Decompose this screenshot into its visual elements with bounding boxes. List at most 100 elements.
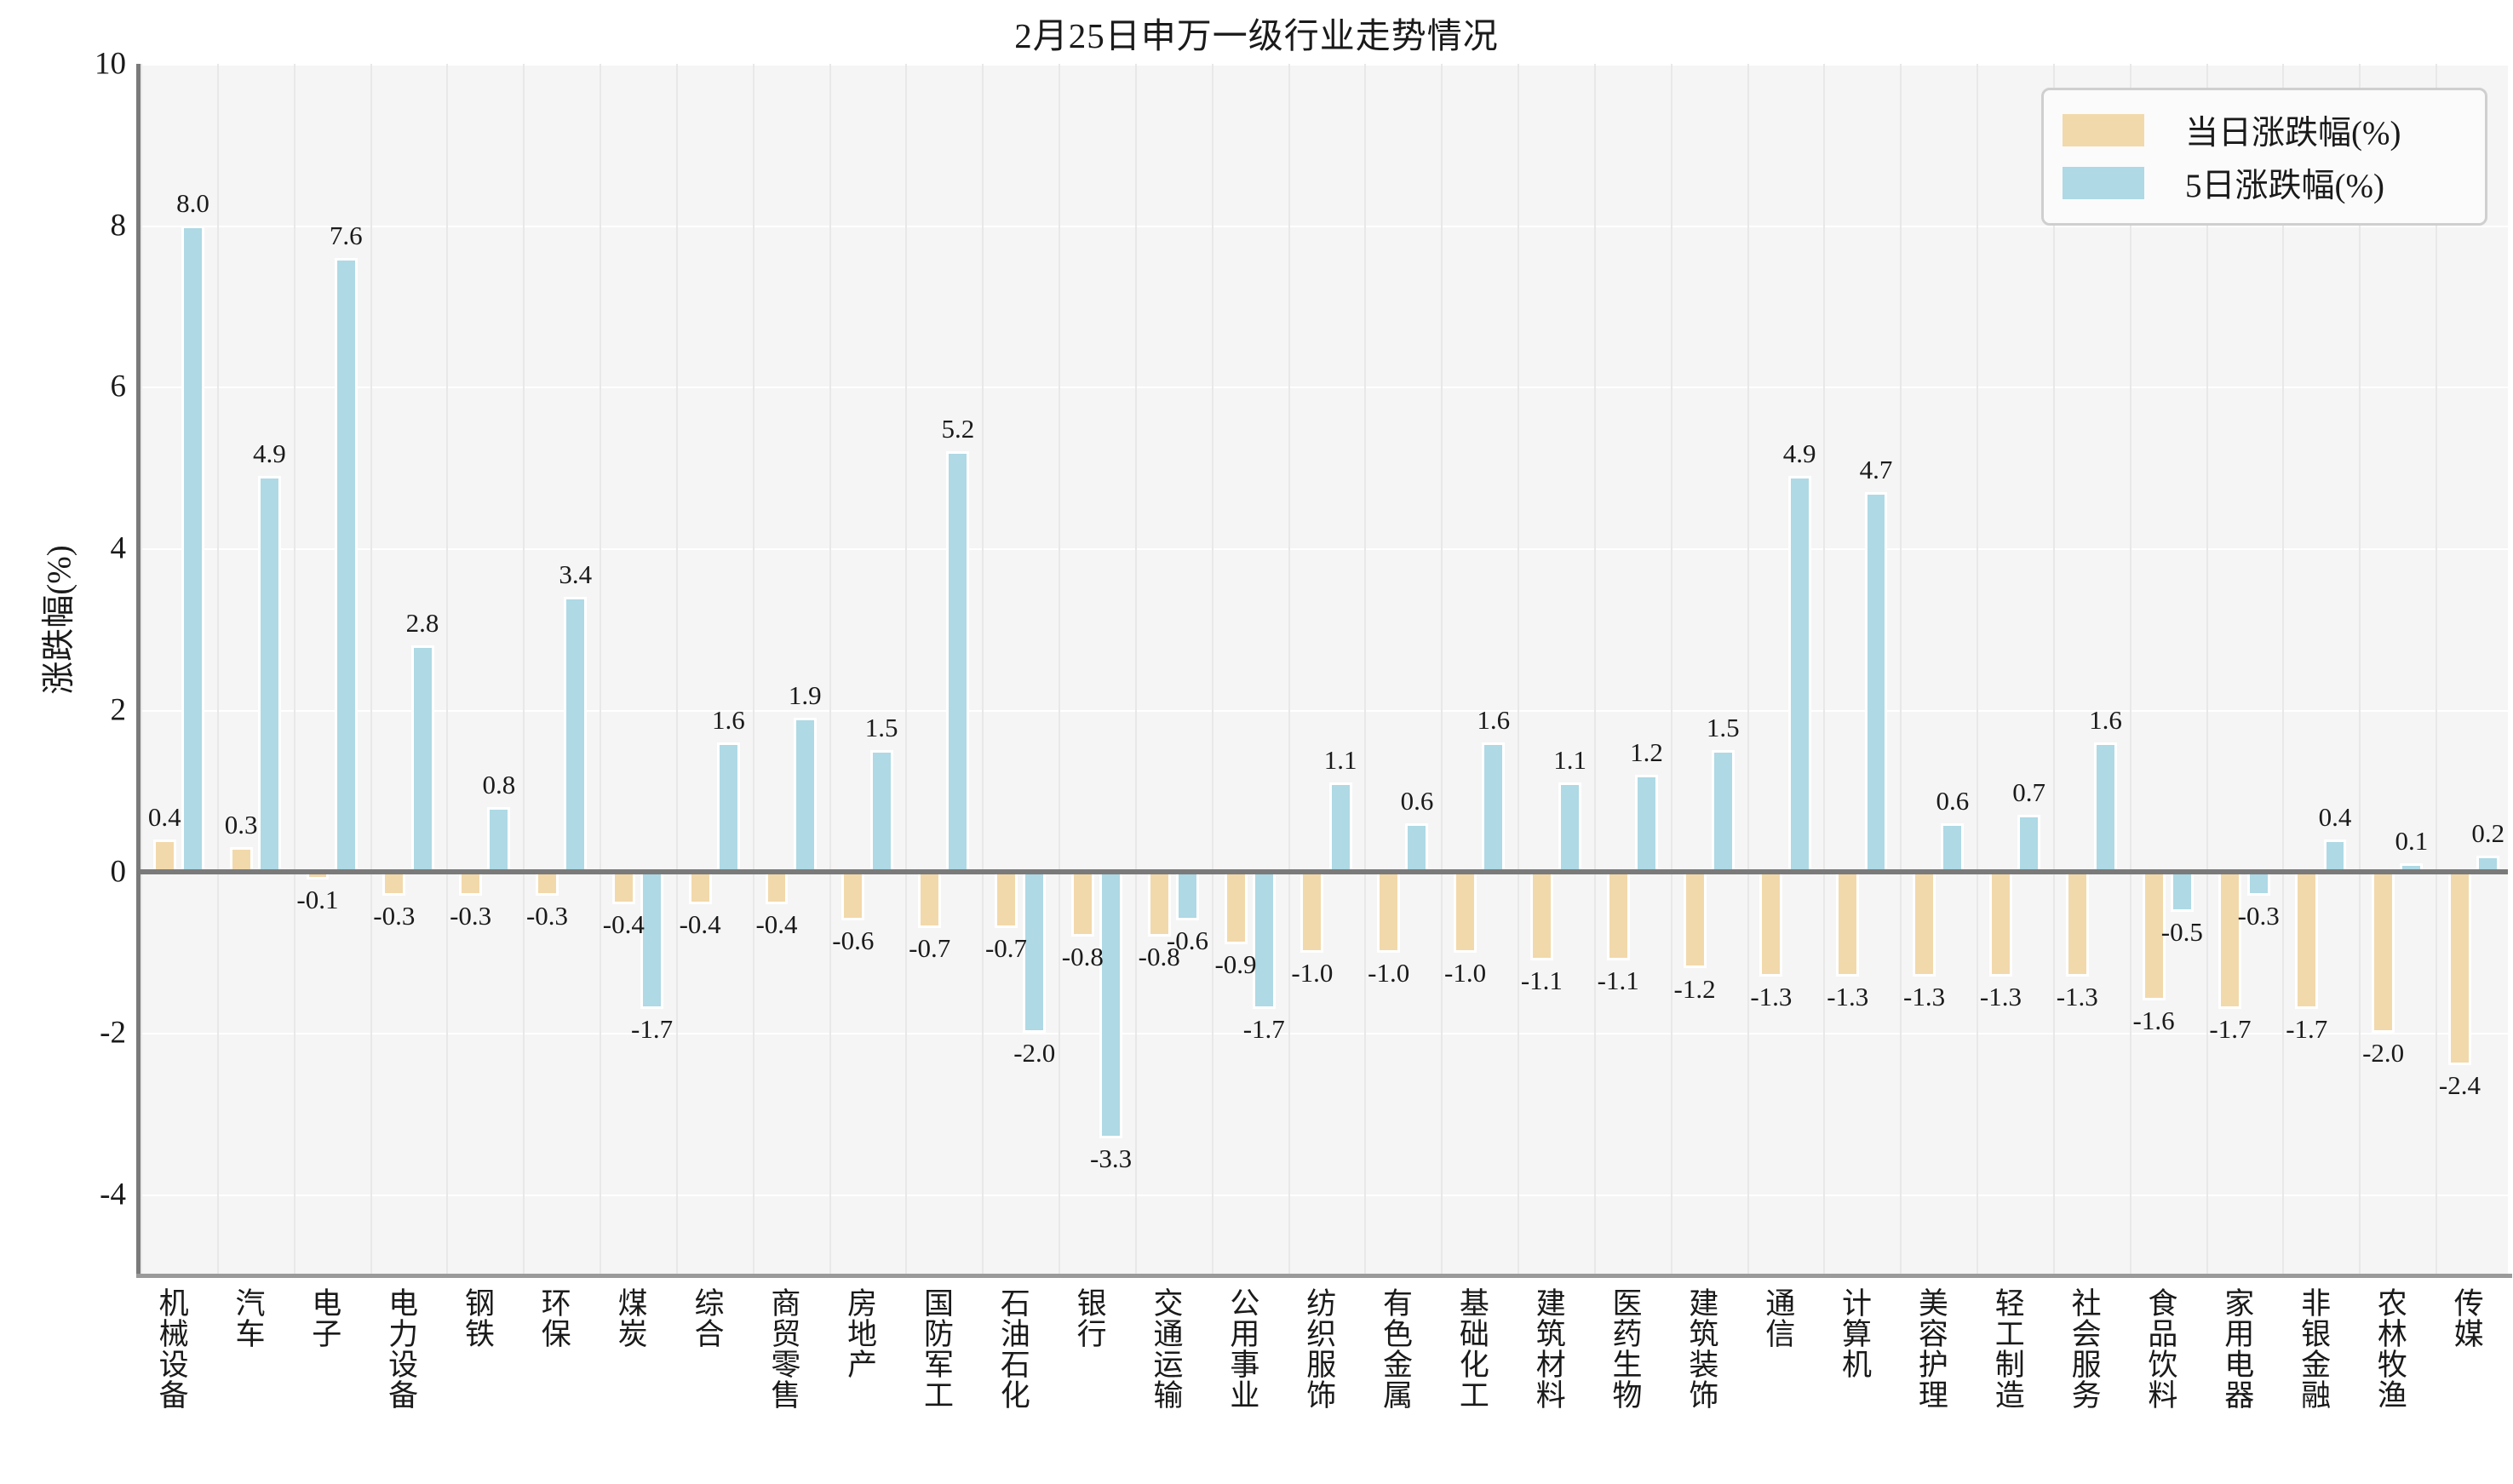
bar-five-day[interactable] — [793, 718, 817, 872]
gridline-h — [141, 225, 2508, 227]
gridline-v — [752, 64, 754, 1275]
bar-daily[interactable] — [1529, 871, 1553, 960]
bar-five-day[interactable] — [1711, 750, 1735, 872]
bar-five-day[interactable] — [1558, 782, 1582, 872]
gridline-h — [141, 1195, 2508, 1197]
bar-five-day[interactable] — [869, 750, 893, 872]
gridline-v — [216, 64, 219, 1275]
gridline-v — [2129, 64, 2131, 1275]
bar-daily[interactable] — [1377, 871, 1401, 953]
y-axis-tick-label: 2 — [110, 692, 127, 728]
y-axis-tick-label: 6 — [110, 369, 127, 404]
gridline-v — [1288, 64, 1290, 1275]
bar-daily[interactable] — [2142, 871, 2166, 1001]
gridline-v — [1364, 64, 1367, 1275]
bar-five-day[interactable] — [716, 742, 740, 872]
bar-daily[interactable] — [2218, 871, 2242, 1009]
gridline-v — [905, 64, 908, 1275]
bar-daily[interactable] — [2447, 871, 2471, 1066]
bar-five-day[interactable] — [1405, 822, 1429, 872]
bar-daily[interactable] — [918, 871, 942, 929]
gridline-h — [141, 1033, 2508, 1035]
gridline-v — [1823, 64, 1826, 1275]
legend-label-daily: 当日涨跌幅(%) — [2185, 115, 2401, 152]
legend-swatch-five-day-icon — [2063, 167, 2144, 199]
bar-daily[interactable] — [2295, 871, 2319, 1009]
bar-daily[interactable] — [1836, 871, 1860, 977]
bar-five-day[interactable] — [2094, 742, 2117, 872]
bar-daily[interactable] — [1988, 871, 2012, 977]
x-axis-category-label: 机械设备 — [154, 1287, 188, 1410]
legend-item-daily[interactable]: 当日涨跌幅(%) — [2063, 104, 2466, 157]
bar-daily[interactable] — [1759, 871, 1783, 977]
zero-baseline — [141, 868, 2508, 874]
bar-daily[interactable] — [1683, 871, 1707, 969]
bar-daily[interactable] — [1147, 871, 1171, 937]
x-axis-category-label: 银行 — [1072, 1287, 1106, 1349]
legend-item-five-day[interactable]: 5日涨跌幅(%) — [2063, 157, 2466, 209]
bar-daily[interactable] — [1913, 871, 1936, 977]
bar-five-day[interactable] — [1175, 871, 1199, 920]
bar-five-day[interactable] — [257, 475, 281, 872]
x-axis-category-label: 美容护理 — [1913, 1287, 1948, 1410]
bar-daily[interactable] — [1224, 871, 1248, 945]
bar-daily[interactable] — [229, 847, 253, 872]
bar-value-label-five-day: 0.2 — [2471, 817, 2505, 848]
bar-daily[interactable] — [611, 871, 635, 904]
bar-daily[interactable] — [1070, 871, 1094, 937]
gridline-v — [600, 64, 602, 1275]
x-axis-category-label: 医药生物 — [1608, 1287, 1642, 1410]
bar-daily[interactable] — [1300, 871, 1324, 953]
bar-five-day[interactable] — [1941, 822, 1965, 872]
x-axis-category-label: 交通运输 — [1149, 1287, 1183, 1410]
bar-daily[interactable] — [765, 871, 789, 904]
x-axis-category-label: 商贸零售 — [766, 1287, 800, 1410]
bar-five-day[interactable] — [1328, 782, 1352, 872]
gridline-v — [1900, 64, 1902, 1275]
bar-five-day[interactable] — [2017, 815, 2041, 872]
x-axis-line — [136, 1274, 2512, 1278]
bar-five-day[interactable] — [640, 871, 664, 1009]
bar-five-day[interactable] — [1864, 491, 1888, 872]
bar-daily[interactable] — [2065, 871, 2089, 977]
gridline-h — [141, 548, 2508, 551]
bar-daily[interactable] — [2372, 871, 2395, 1034]
bar-five-day[interactable] — [334, 257, 358, 872]
x-axis-category-label: 公用事业 — [1225, 1287, 1259, 1410]
gridline-v — [1059, 64, 1061, 1275]
page-title: 2月25日申万一级行业走势情况 — [1014, 16, 1499, 55]
bar-daily[interactable] — [382, 871, 406, 897]
bar-daily[interactable] — [1606, 871, 1630, 960]
bar-daily[interactable] — [536, 871, 559, 897]
bar-daily[interactable] — [688, 871, 712, 904]
bar-five-day[interactable] — [1252, 871, 1276, 1009]
bar-five-day[interactable] — [410, 645, 434, 872]
gridline-v — [1977, 64, 1979, 1275]
x-axis-category-label: 环保 — [536, 1287, 571, 1349]
bar-five-day[interactable] — [181, 225, 204, 872]
bar-five-day[interactable] — [1023, 871, 1047, 1034]
bar-five-day[interactable] — [2323, 839, 2347, 872]
x-axis-category-label: 农林牧渔 — [2372, 1287, 2407, 1410]
bar-five-day[interactable] — [2246, 871, 2270, 897]
gridline-v — [675, 64, 678, 1275]
y-axis-tick-label: -4 — [100, 1177, 126, 1212]
gridline-v — [1670, 64, 1672, 1275]
bar-daily[interactable] — [152, 839, 176, 872]
x-axis-category-label: 食品饮料 — [2143, 1287, 2177, 1410]
bar-daily[interactable] — [1454, 871, 1477, 953]
gridline-v — [2052, 64, 2055, 1275]
bar-five-day[interactable] — [2170, 871, 2194, 913]
bar-daily[interactable] — [995, 871, 1018, 929]
bar-five-day[interactable] — [1482, 742, 1506, 872]
bar-daily[interactable] — [459, 871, 483, 897]
bar-five-day[interactable] — [946, 451, 970, 872]
bar-five-day[interactable] — [1099, 871, 1123, 1138]
bar-five-day[interactable] — [1634, 774, 1658, 872]
x-axis-category-label: 房地产 — [843, 1287, 877, 1379]
bar-daily[interactable] — [841, 871, 865, 920]
bar-five-day[interactable] — [564, 597, 588, 872]
bar-five-day[interactable] — [1787, 475, 1811, 872]
bar-five-day[interactable] — [487, 806, 511, 872]
